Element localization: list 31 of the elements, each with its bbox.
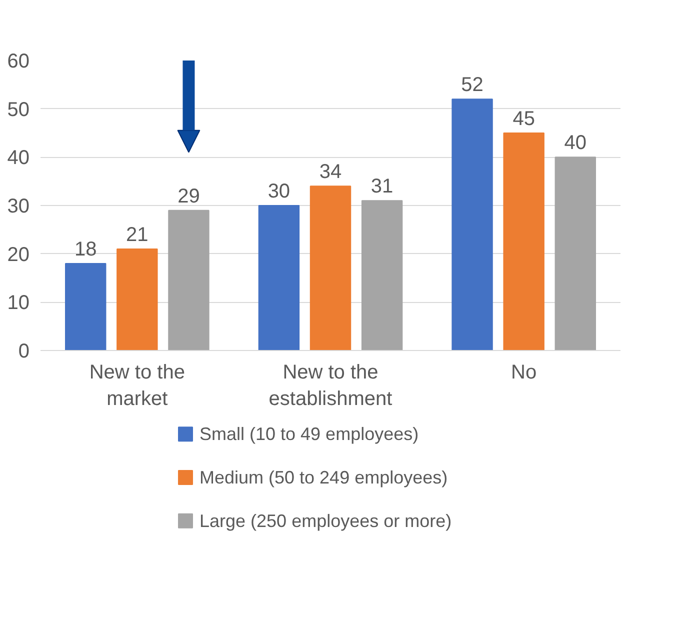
bar: [65, 263, 106, 350]
y-tick-label: 0: [18, 340, 30, 362]
data-label: 45: [512, 108, 535, 130]
bar: [310, 186, 352, 350]
bar: [361, 200, 403, 350]
legend-label: Small (10 to 49 employees): [200, 424, 419, 444]
data-label: 52: [461, 74, 484, 96]
bar: [452, 98, 493, 350]
x-tick-label: New to the market: [89, 362, 185, 410]
y-tick-label: 20: [7, 244, 30, 266]
bar: [503, 132, 544, 350]
y-tick-label: 50: [7, 98, 30, 121]
y-tick-label: 10: [7, 292, 30, 314]
bar: [554, 156, 596, 350]
data-label: 31: [370, 176, 394, 198]
bar: [258, 205, 300, 350]
y-tick-label: 40: [7, 147, 30, 170]
bar: [168, 210, 210, 350]
bar: [116, 248, 158, 350]
data-label: 21: [126, 224, 148, 246]
legend-label: Large (250 employees or more): [200, 510, 452, 531]
data-label: 29: [178, 185, 200, 208]
y-tick-label: 60: [7, 50, 30, 72]
y-tick-label: 30: [7, 196, 30, 218]
data-label: 40: [564, 132, 587, 154]
x-tick-label: No: [511, 362, 537, 384]
data-label: 34: [319, 161, 342, 184]
data-label: 18: [74, 238, 97, 260]
x-tick-label: New to the establishment: [268, 362, 393, 410]
legend-label: Medium (50 to 249 employees): [200, 468, 448, 488]
data-label: 30: [268, 180, 290, 202]
